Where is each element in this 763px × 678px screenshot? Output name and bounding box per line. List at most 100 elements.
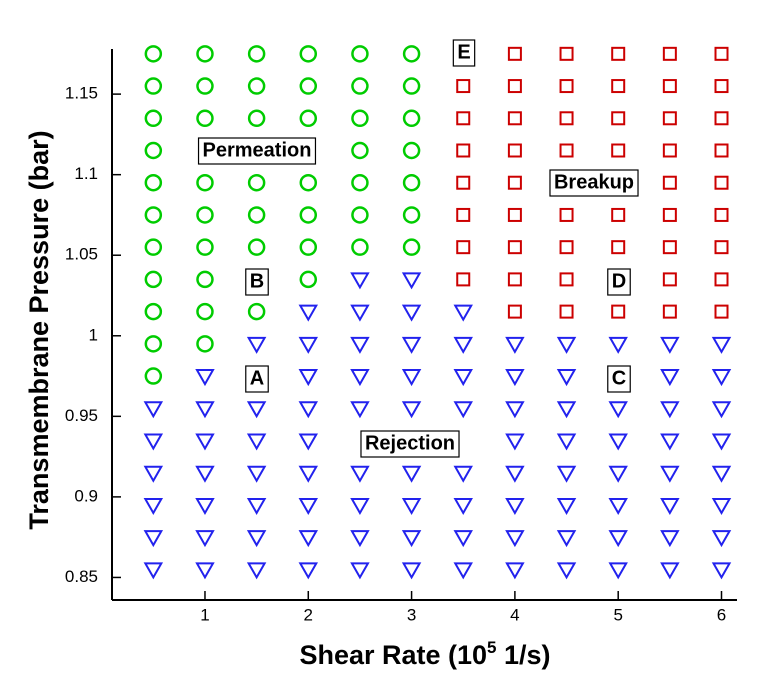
triangle-point xyxy=(453,401,473,419)
square-point xyxy=(611,304,626,319)
annotation-box xyxy=(245,268,269,296)
y-tick-label: 0.9 xyxy=(74,486,98,505)
triangle-point xyxy=(608,401,628,419)
triangle-point xyxy=(608,336,628,354)
triangle-point xyxy=(660,369,680,387)
triangle-point xyxy=(556,497,577,515)
circle-point xyxy=(196,302,214,321)
triangle-point xyxy=(350,304,370,322)
circle-point xyxy=(247,302,266,321)
triangle-point xyxy=(143,433,164,451)
annotation: C xyxy=(607,365,631,393)
triangle-point xyxy=(505,336,525,354)
triangle-point xyxy=(350,369,370,387)
annotation-box xyxy=(607,365,631,393)
square-point xyxy=(611,240,626,255)
triangle-point xyxy=(195,465,215,483)
triangle-point xyxy=(556,562,577,580)
square-point xyxy=(456,143,471,158)
annotation: Rejection xyxy=(360,430,460,458)
triangle-point xyxy=(401,272,422,290)
triangle-point xyxy=(660,497,680,515)
triangle-point xyxy=(401,336,422,354)
square-point xyxy=(611,79,626,94)
square-point xyxy=(611,143,626,158)
x-label-superscript: 5 xyxy=(487,638,496,657)
y-axis-label: Transmembrane Pressure (bar) xyxy=(24,130,54,529)
triangle-point xyxy=(608,465,628,483)
square-point xyxy=(507,111,522,126)
triangle-point xyxy=(143,465,164,483)
circle-point xyxy=(196,173,214,192)
square-point xyxy=(714,143,729,158)
y-tick-label: 1.05 xyxy=(65,245,98,264)
triangle-point xyxy=(505,369,525,387)
triangle-point xyxy=(660,401,680,419)
square-point xyxy=(662,304,677,319)
annotation: Permeation xyxy=(197,137,317,165)
circle-point xyxy=(299,206,318,224)
square-point xyxy=(559,207,574,222)
y-tick-label: 1.15 xyxy=(65,84,98,103)
triangle-point xyxy=(195,369,215,387)
triangle-point xyxy=(195,433,215,451)
circle-point xyxy=(402,45,421,63)
triangle-point xyxy=(401,562,422,580)
square-point xyxy=(507,272,522,287)
square-point xyxy=(662,46,677,61)
square-point xyxy=(456,240,471,255)
triangle-point xyxy=(505,530,525,548)
circle-point xyxy=(299,77,318,95)
circle-point xyxy=(402,77,421,95)
square-point xyxy=(662,175,677,190)
y-tick-label: 1.1 xyxy=(74,164,98,183)
x-tick-label: 1 xyxy=(200,605,209,624)
triangle-point xyxy=(608,562,628,580)
circle-point xyxy=(351,109,369,128)
circle-point xyxy=(351,141,369,160)
triangle-point xyxy=(195,530,215,548)
x-label-part: 1/s) xyxy=(497,640,551,670)
triangle-point xyxy=(401,497,422,515)
circle-point xyxy=(247,238,266,256)
circle-point xyxy=(247,206,266,224)
x-tick-label: 2 xyxy=(304,605,313,624)
circle-point xyxy=(196,109,214,128)
triangle-point xyxy=(505,497,525,515)
circle-point xyxy=(196,45,214,63)
square-point xyxy=(662,143,677,158)
square-point xyxy=(507,175,522,190)
triangle-point xyxy=(350,562,370,580)
circle-point xyxy=(196,77,214,95)
annotation-label: Permeation xyxy=(203,139,312,161)
square-point xyxy=(559,46,574,61)
triangle-point xyxy=(350,401,370,419)
triangle-point xyxy=(350,497,370,515)
annotation-box xyxy=(452,39,476,67)
circle-point xyxy=(196,206,214,224)
triangle-point xyxy=(556,530,577,548)
circle-point xyxy=(196,238,214,256)
square-point xyxy=(507,207,522,222)
square-point xyxy=(507,143,522,158)
circle-point xyxy=(144,270,163,289)
triangle-point xyxy=(298,530,319,548)
y-tick-label: 1 xyxy=(89,325,98,344)
triangle-point xyxy=(453,497,473,515)
square-point xyxy=(714,46,729,61)
triangle-point xyxy=(711,530,732,548)
triangle-point xyxy=(246,465,267,483)
triangle-point xyxy=(556,433,577,451)
square-point xyxy=(456,175,471,190)
circle-point xyxy=(402,141,421,160)
annotation-box xyxy=(245,365,269,393)
triangle-point xyxy=(608,530,628,548)
triangle-point xyxy=(298,465,319,483)
circle-point xyxy=(144,335,163,353)
circle-point xyxy=(247,77,266,95)
square-point xyxy=(559,304,574,319)
circle-point xyxy=(144,77,163,95)
triangle-point xyxy=(453,369,473,387)
square-point xyxy=(714,79,729,94)
square-point xyxy=(611,46,626,61)
